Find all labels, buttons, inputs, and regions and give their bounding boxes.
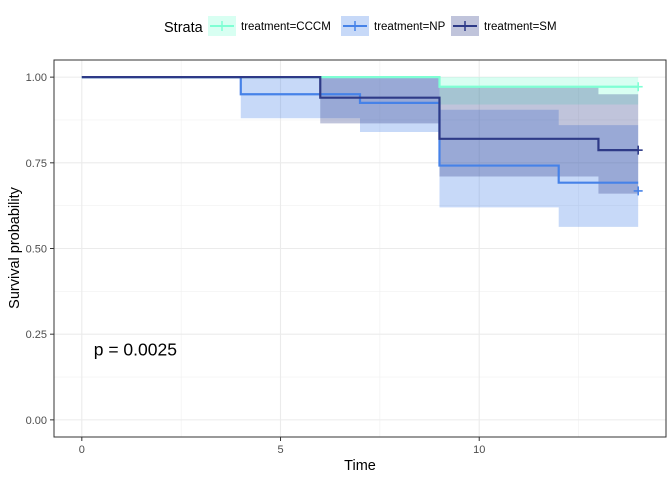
- legend: Strata treatment=CCCM treatment=NP treatme…: [164, 16, 557, 36]
- censor-mark-treatment-np: [633, 186, 643, 196]
- survival-curves: [81, 76, 639, 184]
- y-tick-label: 0.75: [26, 158, 47, 170]
- y-axis-title: Survival probability: [7, 186, 23, 308]
- x-tick-label: 5: [277, 444, 283, 456]
- legend-item-treatment-sm: treatment=SM: [451, 16, 557, 36]
- censor-mark-treatment-cccm: [633, 82, 643, 92]
- y-tick-label: 0.50: [26, 244, 47, 256]
- censor-mark-treatment-sm: [633, 145, 643, 155]
- legend-item-treatment-np: treatment=NP: [341, 16, 446, 36]
- confidence-band-treatment-cccm: [81, 77, 639, 105]
- survival-curve-treatment-sm: [81, 76, 639, 152]
- x-axis-title: Time: [344, 458, 376, 474]
- grid: [54, 60, 666, 437]
- survival-curve-treatment-np: [81, 76, 639, 184]
- x-axis: 0 5 10: [79, 437, 485, 456]
- x-tick-label: 0: [79, 444, 85, 456]
- p-value-annotation: p = 0.0025: [94, 339, 177, 359]
- y-axis: 0.00 0.25 0.50 0.75 1.00: [26, 72, 54, 427]
- legend-label-treatment-sm: treatment=SM: [484, 21, 557, 33]
- y-tick-label: 0.25: [26, 329, 47, 341]
- legend-item-treatment-cccm: treatment=CCCM: [208, 16, 331, 36]
- confidence-band-treatment-np: [81, 77, 639, 227]
- legend-label-treatment-np: treatment=NP: [374, 21, 446, 33]
- y-tick-label: 1.00: [26, 72, 47, 84]
- legend-title: Strata: [164, 20, 204, 36]
- x-tick-label: 10: [473, 444, 485, 456]
- censor-marks: [633, 82, 643, 196]
- legend-label-treatment-cccm: treatment=CCCM: [241, 21, 331, 33]
- y-tick-label: 0.00: [26, 415, 47, 427]
